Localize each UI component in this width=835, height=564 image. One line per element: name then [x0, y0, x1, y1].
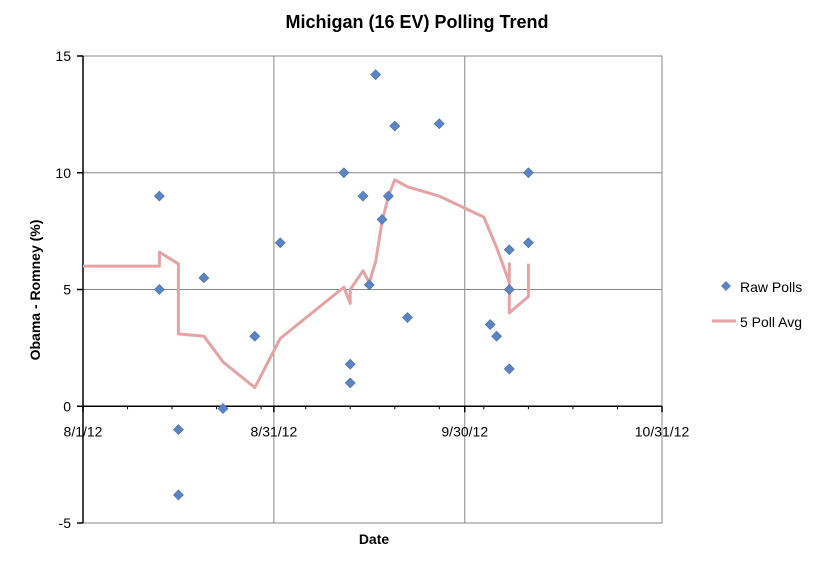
raw-poll-point [491, 330, 502, 342]
raw-poll-point [363, 279, 375, 291]
y-tick-label: 5 [63, 282, 71, 298]
raw-poll-point [357, 190, 369, 202]
avg-series-line [83, 178, 530, 390]
legend-label-5-poll-avg: 5 Poll Avg [740, 314, 802, 330]
raw-poll-point [402, 312, 413, 323]
raw-poll-point [338, 167, 350, 179]
legend-item-5-poll-avg: 5 Poll Avg [712, 314, 802, 330]
y-tick-label: 0 [63, 398, 71, 414]
raw-poll-point [173, 424, 184, 436]
grid-lines [83, 55, 662, 524]
raw-poll-point [484, 319, 496, 330]
raw-poll-point [433, 118, 445, 130]
raw-poll-point [198, 272, 210, 284]
legend-diamond-marker [721, 281, 731, 291]
chart-title: Michigan (16 EV) Polling Trend [285, 12, 548, 32]
x-tick-label: 10/31/12 [635, 423, 690, 439]
raw-poll-point [522, 237, 534, 249]
x-axis-title: Date [359, 531, 390, 547]
raw-poll-point [173, 489, 184, 501]
legend-label-raw-polls: Raw Polls [740, 279, 802, 295]
raw-poll-point [249, 330, 261, 342]
y-tick-label: -5 [59, 515, 72, 531]
raw-poll-point [376, 214, 388, 225]
raw-poll-point [274, 237, 286, 249]
raw-poll-point [389, 120, 401, 132]
raw-poll-point [344, 358, 356, 370]
raw-poll-point [370, 69, 382, 81]
raw-poll-point [344, 377, 356, 389]
raw-poll-point [382, 190, 394, 202]
raw-poll-point [522, 167, 534, 179]
legend: Raw Polls 5 Poll Avg [712, 279, 802, 330]
tick-labels: -5 0 5 10 15 8/1/12 8/31/12 9/30/12 10/31/12 [55, 48, 689, 531]
x-tick-label: 9/30/12 [441, 423, 488, 439]
raw-poll-point [153, 190, 165, 202]
avg-line-layer [83, 178, 530, 390]
raw-poll-point [153, 284, 165, 295]
axes [77, 55, 663, 524]
x-tick-label: 8/1/12 [64, 423, 103, 439]
raw-poll-point [217, 403, 229, 415]
x-tick-label: 8/31/12 [251, 423, 298, 439]
raw-polls-layer [153, 69, 534, 501]
raw-poll-point [503, 363, 515, 375]
y-axis-title: Obama - Romney (%) [27, 220, 43, 361]
raw-poll-point [503, 284, 515, 295]
y-tick-label: 10 [55, 165, 71, 181]
y-tick-label: 15 [55, 48, 71, 64]
legend-item-raw-polls: Raw Polls [721, 279, 802, 295]
raw-poll-point [503, 244, 515, 256]
